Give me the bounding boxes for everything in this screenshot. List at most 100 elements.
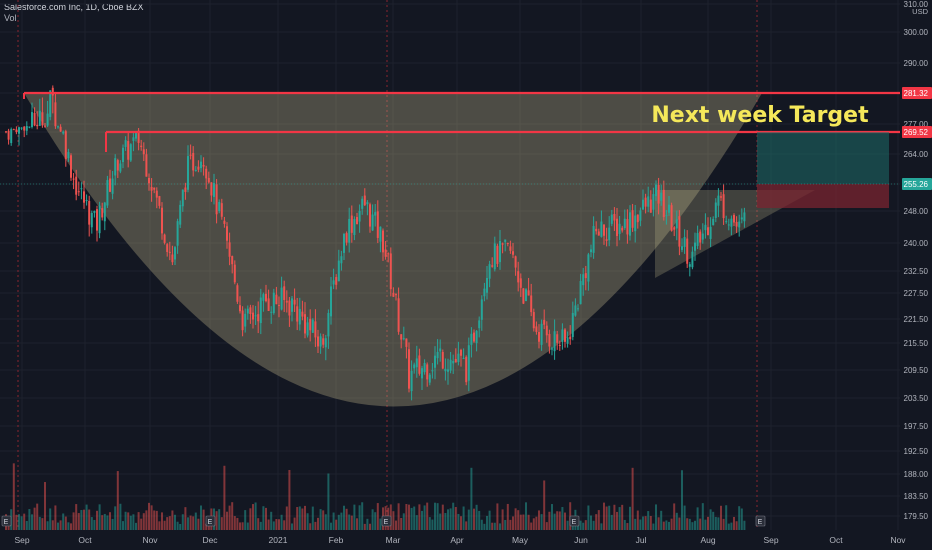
candle-body	[727, 224, 730, 226]
volume-bar	[285, 506, 288, 530]
volume-bar	[189, 515, 192, 530]
volume-bar	[340, 512, 343, 530]
volume-bar	[499, 523, 501, 530]
price-label-bg	[902, 178, 932, 190]
candle-body	[267, 298, 270, 311]
volume-bar	[64, 516, 67, 530]
candle-body	[647, 196, 650, 207]
price-tick-label: 255.26	[904, 180, 929, 189]
candle-body	[278, 305, 280, 307]
candle-body	[280, 287, 283, 310]
volume-bar	[556, 511, 559, 530]
candle-body	[688, 264, 691, 267]
candle-body	[155, 190, 158, 198]
candle-body	[478, 320, 481, 329]
candle-body	[405, 338, 408, 347]
volume-bar	[483, 523, 486, 530]
volume-bar	[629, 506, 631, 530]
volume-bar	[361, 502, 364, 530]
candle-body	[582, 274, 585, 286]
candle-body	[249, 307, 252, 315]
volume-bar	[31, 514, 33, 530]
chart-legend: Salesforce.com Inc, 1D, Cboe BZX Vol	[4, 2, 144, 24]
volume-bar	[291, 523, 293, 530]
volume-bar	[77, 513, 80, 530]
candle-body	[197, 166, 200, 170]
volume-bar	[314, 521, 317, 530]
volume-bar	[231, 502, 234, 530]
candle-body	[701, 233, 704, 240]
candle-body	[691, 251, 694, 268]
candle-body	[371, 214, 374, 231]
volume-bar	[514, 508, 517, 530]
volume-bar	[18, 514, 20, 530]
volume-bar	[688, 518, 691, 530]
candle-body	[376, 211, 379, 238]
candle-body	[447, 369, 449, 372]
candle-body	[418, 355, 421, 374]
volume-bar	[707, 516, 709, 530]
volume-bar	[275, 518, 278, 530]
candle-body	[150, 186, 153, 191]
volume-bar	[324, 514, 327, 530]
volume-bar	[436, 503, 439, 530]
volume-bar	[582, 522, 585, 530]
volume-bar	[293, 517, 296, 530]
candle-body	[532, 312, 535, 329]
volume-bar	[311, 506, 314, 530]
volume-bar	[109, 512, 111, 530]
candle-body	[699, 231, 702, 243]
candle-body	[616, 218, 618, 237]
volume-bar	[148, 502, 150, 530]
volume-bar	[587, 505, 590, 530]
candle-body	[111, 178, 114, 194]
candle-body	[122, 147, 124, 163]
volume-bar	[553, 513, 556, 530]
candle-body	[41, 112, 44, 126]
volume-bar	[306, 513, 309, 530]
candle-body	[366, 202, 369, 205]
candle-body	[38, 110, 41, 126]
candle-body	[735, 221, 738, 227]
candle-body	[603, 224, 605, 236]
candle-body	[293, 299, 296, 305]
candle-body	[5, 131, 7, 133]
candle-body	[119, 163, 122, 172]
candle-body	[124, 140, 127, 147]
candle-body	[340, 256, 343, 264]
volume-bar	[493, 522, 496, 530]
volume-bar	[540, 514, 543, 530]
candle-body	[395, 294, 397, 296]
candle-body	[530, 295, 533, 313]
volume-bar	[153, 510, 156, 530]
volume-bar	[98, 504, 101, 530]
volume-bar	[226, 511, 228, 530]
volume-bar	[181, 514, 184, 530]
volume-bar	[696, 507, 699, 530]
volume-bar	[691, 522, 694, 530]
volume-bar	[509, 519, 512, 530]
volume-bar	[220, 517, 223, 530]
volume-bar	[600, 523, 603, 530]
volume-bar	[93, 519, 96, 530]
volume-bar	[270, 511, 273, 530]
volume-bar	[714, 516, 717, 530]
candle-body	[327, 313, 330, 337]
candle-body	[649, 199, 652, 213]
volume-bar	[90, 517, 93, 530]
candle-body	[512, 251, 514, 255]
candle-body	[457, 353, 460, 363]
earnings-marker	[205, 515, 216, 527]
candle-body	[236, 285, 239, 302]
volume-bar	[428, 517, 431, 530]
candle-body	[317, 336, 319, 347]
volume-bar	[735, 521, 738, 530]
volume-bar	[116, 471, 119, 530]
candle-body	[421, 368, 423, 379]
earnings-marker-label: E	[208, 519, 213, 526]
candle-body	[140, 145, 143, 148]
candle-body	[259, 297, 262, 324]
candle-body	[543, 319, 546, 325]
volume-bar	[296, 507, 299, 530]
